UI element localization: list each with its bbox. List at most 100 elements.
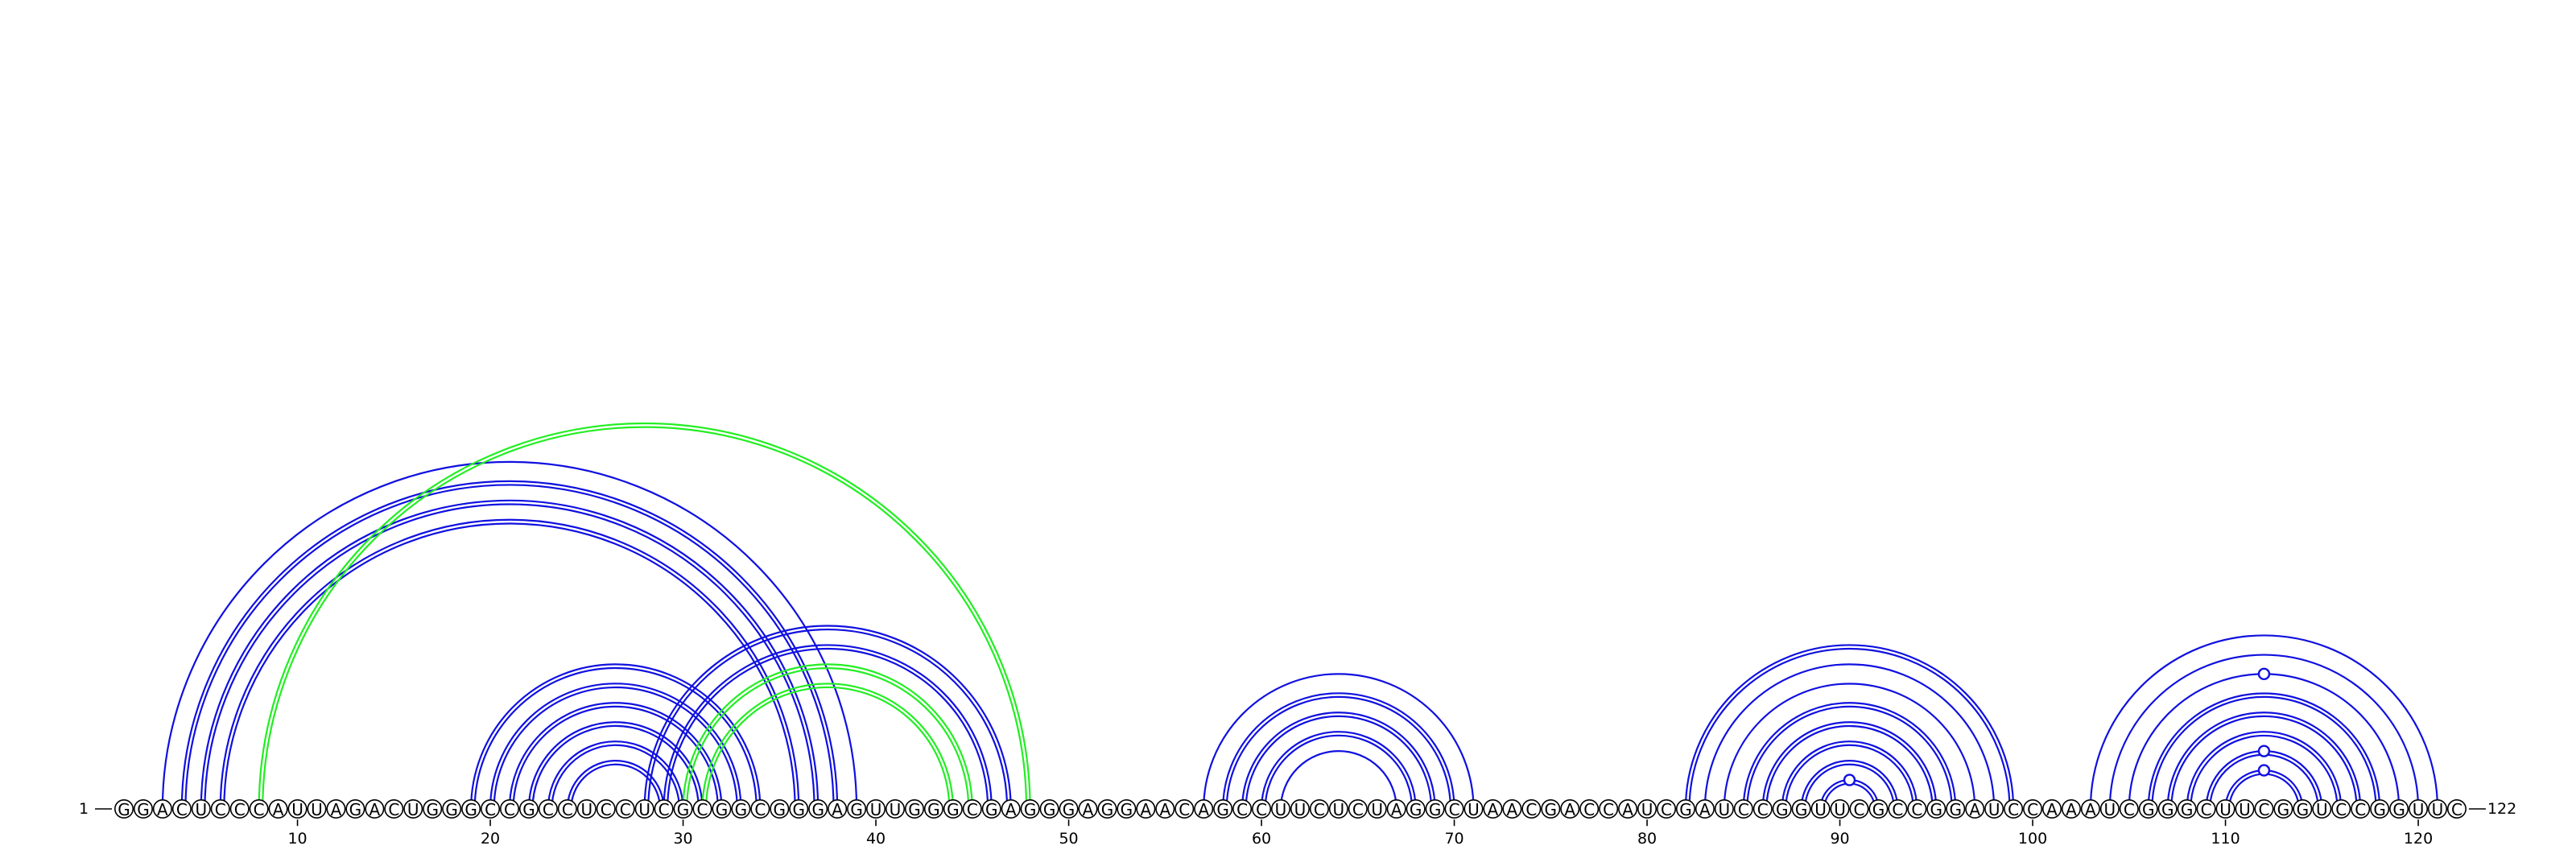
nucleotide: C: [1849, 798, 1869, 819]
nucleotide-circle: [2157, 798, 2178, 819]
nucleotide-circle: [191, 798, 211, 819]
nucleotide: G: [904, 798, 924, 819]
tick-label: 90: [1830, 830, 1849, 848]
base-pair-arc-88-93-inner: [1804, 763, 1895, 810]
nucleotide-circle: [326, 798, 346, 819]
nucleotide: U: [1714, 798, 1734, 819]
nucleotide-circle: [2409, 798, 2429, 819]
base-pair-arc-31-44-inner: [705, 686, 951, 810]
nucleotide-letter: G: [2297, 800, 2310, 819]
nucleotide-circle: [1984, 798, 2004, 819]
nucleotide-letter: C: [1236, 800, 1248, 819]
base-pair-arc-82-99-inner: [1688, 647, 2011, 810]
nucleotide-letter: C: [1179, 800, 1190, 819]
nucleotide-letter: G: [1216, 800, 1229, 819]
nucleotide: G: [442, 798, 462, 819]
nucleotide: G: [1675, 798, 1695, 819]
nucleotide-circle: [1020, 798, 1040, 819]
nucleotide-circle: [1367, 798, 1387, 819]
base-pair-arc-87-94-inner: [1785, 744, 1914, 810]
nucleotide: U: [2409, 798, 2429, 819]
nucleotide: A: [1560, 798, 1580, 819]
nucleotide: C: [962, 798, 982, 819]
nucleotide: C: [1733, 798, 1753, 819]
nucleotide-letter: U: [407, 800, 419, 819]
nucleotide-letter: C: [485, 800, 496, 819]
tick-label: 80: [1637, 830, 1657, 848]
nucleotide-circle: [1213, 798, 1233, 819]
base-pair-arc-3-39: [161, 460, 858, 810]
nucleotide-letter: U: [1719, 800, 1731, 819]
nucleotide-letter: G: [2277, 800, 2290, 819]
nucleotide: G: [943, 798, 963, 819]
nucleotide: C: [538, 798, 558, 819]
base-pair-arc-24-29-inner: [570, 763, 662, 810]
nucleotide-letter: G: [1410, 800, 1422, 819]
nucleotide-letter: C: [967, 800, 978, 819]
nucleotide-circle: [866, 798, 886, 819]
bulge-marker-109-115: [2257, 745, 2271, 757]
nucleotide: G: [1926, 798, 1946, 819]
nucleotide-letter: C: [2355, 800, 2366, 819]
nucleotide: C: [2004, 798, 2024, 819]
nucleotide-circle: [518, 798, 539, 819]
nucleotide-letter: G: [2161, 800, 2174, 819]
nucleotide: G: [2157, 798, 2178, 819]
nucleotide: C: [481, 798, 501, 819]
nucleotide: U: [866, 798, 886, 819]
nucleotide: C: [1309, 798, 1329, 819]
nucleotide-circle: [1328, 798, 1348, 819]
nucleotide-letter: U: [2432, 800, 2444, 819]
nucleotide: U: [2099, 798, 2120, 819]
nucleotide-circle: [673, 798, 693, 819]
nucleotide-circle: [1772, 798, 1792, 819]
nucleotide-letter: G: [677, 800, 690, 819]
nucleotide-letter: G: [811, 800, 824, 819]
nucleotide-letter: A: [1391, 800, 1402, 819]
nucleotide: C: [2196, 798, 2216, 819]
nucleotide: G: [673, 798, 693, 819]
base-pair-arc-86-95-inner: [1765, 724, 1934, 810]
nucleotide-letter: G: [137, 800, 150, 819]
nucleotide-letter: U: [1988, 800, 2000, 819]
nucleotide-letter: C: [1911, 800, 1922, 819]
bulge-marker-105-119: [2257, 667, 2271, 681]
nucleotide: A: [1001, 798, 1021, 819]
nucleotide-letter: U: [638, 800, 650, 819]
nucleotide-letter: C: [176, 800, 188, 819]
nucleotide: C: [654, 798, 674, 819]
nucleotide: C: [1252, 798, 1272, 819]
nucleotide: G: [1946, 798, 1966, 819]
nucleotide: G: [1213, 798, 1233, 819]
base-pair-arc-85-96: [1742, 702, 1957, 810]
nucleotide: C: [1579, 798, 1600, 819]
nucleotide-letter: A: [1564, 800, 1575, 819]
nucleotide-circle: [1136, 798, 1156, 819]
base-pair-arc-107-117-inner: [2170, 715, 2358, 810]
nucleotide-letter: U: [2239, 800, 2251, 819]
nucleotide-circle: [886, 798, 906, 819]
nucleotide-circle: [962, 798, 982, 819]
nucleotide: G: [2370, 798, 2390, 819]
nucleotide: U: [1830, 798, 1850, 819]
start-position-label: 1: [79, 800, 89, 818]
nucleotide-circle: [171, 798, 192, 819]
nucleotide-circle: [1232, 798, 1253, 819]
base-pair-arc-24-29: [566, 760, 665, 810]
nucleotide-circle: [712, 798, 732, 819]
tick-label: 30: [673, 830, 692, 848]
nucleotide: C: [2351, 798, 2371, 819]
nucleotide: A: [1695, 798, 1715, 819]
nucleotide-circle: [904, 798, 924, 819]
nucleotide-letter: C: [543, 800, 554, 819]
nucleotide-letter: C: [1854, 800, 1865, 819]
nucleotide-circle: [152, 798, 172, 819]
nucleotide-letter: A: [369, 800, 381, 819]
nucleotide: C: [1232, 798, 1253, 819]
nucleotide: A: [1136, 798, 1156, 819]
nucleotide-circle: [1965, 798, 1985, 819]
nucleotide: G: [1425, 798, 1445, 819]
nucleotide: C: [1888, 798, 1908, 819]
nucleotide-letter: G: [1121, 800, 1133, 819]
